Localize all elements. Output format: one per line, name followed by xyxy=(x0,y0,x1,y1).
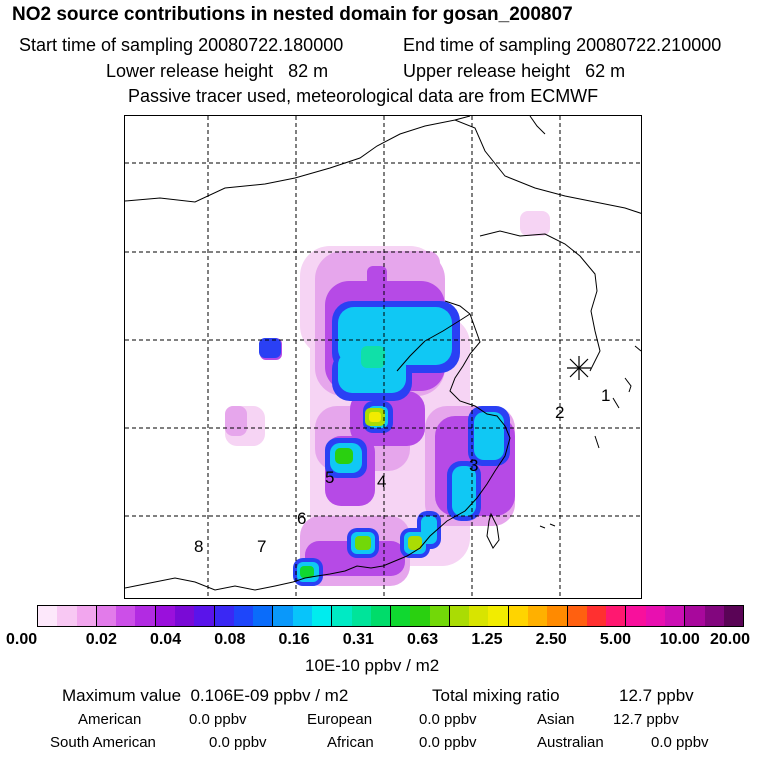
plume-hotspots xyxy=(300,346,422,578)
color-scale-segment xyxy=(116,606,136,626)
color-scale-segment xyxy=(292,606,312,626)
color-scale-segment xyxy=(76,606,97,626)
region-name-asian: Asian xyxy=(537,711,575,728)
color-scale-segment xyxy=(233,606,254,626)
region-name-european: European xyxy=(307,711,373,728)
color-scale-tick-label: 0.31 xyxy=(342,631,374,648)
color-scale-segment xyxy=(311,606,333,626)
color-scale-segment xyxy=(606,606,627,626)
upper-height-label: Upper release height 62 m xyxy=(403,61,626,81)
region-value-australian: 0.0 ppbv xyxy=(651,734,709,751)
color-scale-segment xyxy=(370,606,392,626)
color-scale-segment xyxy=(723,606,744,626)
region-label-4: 4 xyxy=(377,472,387,491)
color-scale-segment xyxy=(626,606,646,626)
color-scale-segment xyxy=(38,606,58,626)
color-scale-tick-label: 0.02 xyxy=(85,631,117,648)
color-scale-tick-label: 20.00 xyxy=(710,631,751,648)
color-scale-segment xyxy=(253,606,274,626)
color-scale-bar xyxy=(37,605,744,627)
coastlines xyxy=(125,116,641,591)
color-scale-segment xyxy=(429,606,450,626)
region-label-8: 8 xyxy=(194,537,204,556)
page-title: NO2 source contributions in nested domai… xyxy=(12,4,573,25)
map-canvas xyxy=(125,116,641,598)
color-scale-segment xyxy=(449,606,470,626)
color-scale-segment xyxy=(508,606,529,626)
color-scale-segment xyxy=(567,606,587,626)
region-value-european: 0.0 ppbv xyxy=(419,711,477,728)
color-scale-tick-label: 10.00 xyxy=(659,631,700,648)
region-name-south-american: South American xyxy=(50,734,156,751)
color-scale-unit: 10E-10 ppbv / m2 xyxy=(305,656,440,675)
total-mixing-value: 12.7 ppbv xyxy=(619,686,694,705)
color-scale-segment xyxy=(704,606,724,626)
color-scale-segment xyxy=(645,606,665,626)
color-scale-segment xyxy=(685,606,705,626)
region-value-south-american: 0.0 ppbv xyxy=(209,734,267,751)
subtitle: Passive tracer used, meteorological data… xyxy=(128,86,599,106)
color-scale-segment xyxy=(586,606,607,626)
region-name-american: American xyxy=(78,711,142,728)
total-mixing-label: Total mixing ratio xyxy=(432,686,560,705)
map-panel: 1 2 3 4 5 6 7 8 xyxy=(124,115,642,599)
color-scale-segment xyxy=(410,606,430,626)
color-scale-segment xyxy=(273,606,293,626)
color-scale-segment xyxy=(547,606,568,626)
color-scale-tick-label: 5.00 xyxy=(599,631,632,648)
color-scale-segment xyxy=(351,606,371,626)
color-scale-tick-label: 0.00 xyxy=(6,631,38,648)
color-scale-segment xyxy=(155,606,175,626)
color-scale-segment xyxy=(469,606,489,626)
lat-lon-grid xyxy=(125,116,641,598)
color-scale-tick-label: 0.08 xyxy=(214,631,246,648)
end-time-label: End time of sampling 20080722.210000 xyxy=(403,35,722,55)
color-scale-segment xyxy=(96,606,117,626)
region-name-australian: Australian xyxy=(537,734,604,751)
color-scale-segment xyxy=(665,606,686,626)
color-scale-segment xyxy=(391,606,411,626)
color-scale-segment xyxy=(214,606,234,626)
region-label-7: 7 xyxy=(257,537,267,556)
color-scale-segment xyxy=(332,606,352,626)
color-scale-tick-label: 2.50 xyxy=(535,631,567,648)
region-label-6: 6 xyxy=(297,509,307,528)
region-value-american: 0.0 ppbv xyxy=(189,711,247,728)
color-scale-segment xyxy=(174,606,195,626)
region-name-african: African xyxy=(327,734,374,751)
start-time-label: Start time of sampling 20080722.180000 xyxy=(19,35,344,55)
region-label-1: 1 xyxy=(601,386,611,405)
region-label-2: 2 xyxy=(555,403,565,422)
color-scale-segment xyxy=(488,606,509,626)
lower-height-label: Lower release height 82 m xyxy=(106,61,329,81)
color-scale-tick-label: 0.63 xyxy=(407,631,439,648)
color-scale-segment xyxy=(528,606,548,626)
color-scale-segment xyxy=(57,606,77,626)
color-scale-tick-label: 1.25 xyxy=(471,631,503,648)
region-value-african: 0.0 ppbv xyxy=(419,734,477,751)
color-scale-segment xyxy=(135,606,156,626)
region-value-asian: 12.7 ppbv xyxy=(613,711,679,728)
region-label-5: 5 xyxy=(325,468,335,487)
region-label-3: 3 xyxy=(469,456,479,475)
asterisk-icon xyxy=(567,356,591,380)
color-scale-tick-label: 0.04 xyxy=(149,631,182,648)
color-scale-segment xyxy=(194,606,215,626)
max-value-label: Maximum value 0.106E-09 ppbv / m2 xyxy=(62,686,349,705)
color-scale-tick-label: 0.16 xyxy=(278,631,310,648)
